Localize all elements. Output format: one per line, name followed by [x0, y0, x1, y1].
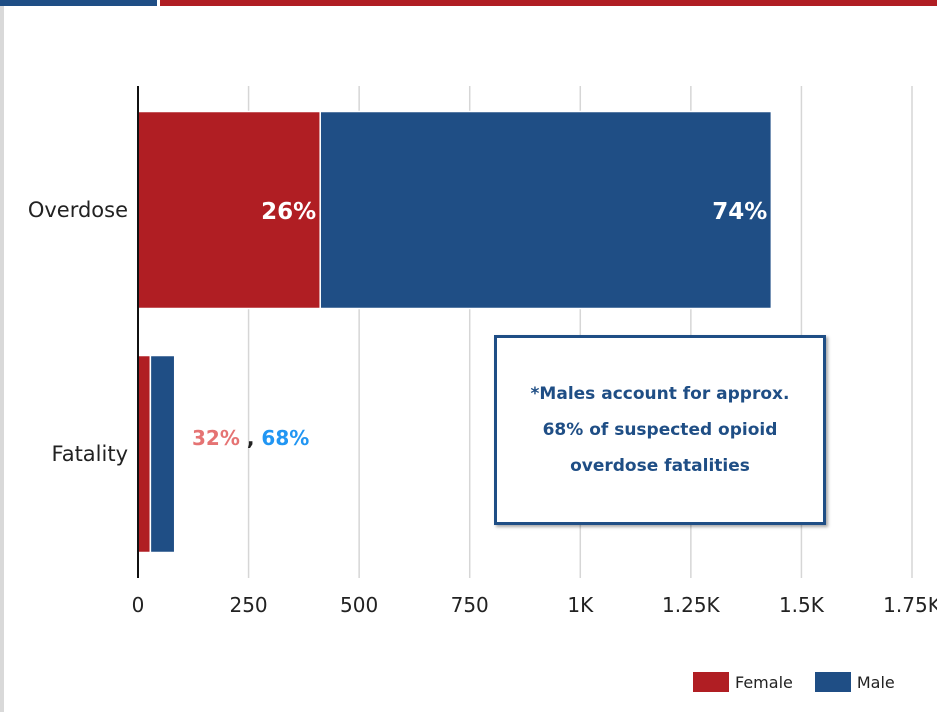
annotation-box: *Males account for approx. 68% of suspec… [494, 335, 826, 525]
fatality-male-percent: 68% [261, 426, 309, 450]
annotation-text: *Males account for approx. 68% of suspec… [530, 384, 790, 476]
labels: 0 250 500 750 1K 1.25K 1.5K 1.75K Overdose Fatali… [28, 198, 937, 617]
category-label: Fatality [52, 442, 128, 466]
legend: Female Male [693, 672, 917, 692]
x-tick-label: 750 [451, 593, 489, 617]
legend-swatch-male [814, 672, 851, 692]
bar-female-fatality [137, 354, 152, 554]
x-tick-label: 0 [132, 593, 145, 617]
legend-swatch-female [693, 672, 729, 692]
x-tick-label: 250 [229, 593, 267, 617]
x-tick-label: 1K [567, 593, 594, 617]
category-label: Overdose [28, 198, 128, 222]
x-tick-label: 1.25K [662, 593, 721, 617]
segment-label-male: 74% [712, 199, 767, 225]
top-accent-bar-red [160, 0, 937, 6]
x-tick-label: 500 [340, 593, 378, 617]
left-border [0, 0, 4, 712]
legend-label-male: Male [856, 672, 895, 692]
bars [137, 110, 773, 554]
legend-item-female: Female [693, 672, 793, 692]
bar-male-overdose [319, 110, 773, 310]
legend-item-male: Male [814, 672, 895, 692]
x-tick-label: 1.5K [779, 593, 825, 617]
bar-male-fatality [149, 354, 176, 554]
legend-label-female: Female [735, 672, 793, 692]
fatality-percent-labels: 32% , 68% [192, 426, 309, 450]
fatality-separator: , [240, 426, 262, 450]
fatality-female-percent: 32% [192, 426, 240, 450]
top-accent-bar-blue [0, 0, 157, 6]
x-tick-label: 1.75K [883, 593, 937, 617]
segment-label-female: 26% [261, 199, 316, 225]
